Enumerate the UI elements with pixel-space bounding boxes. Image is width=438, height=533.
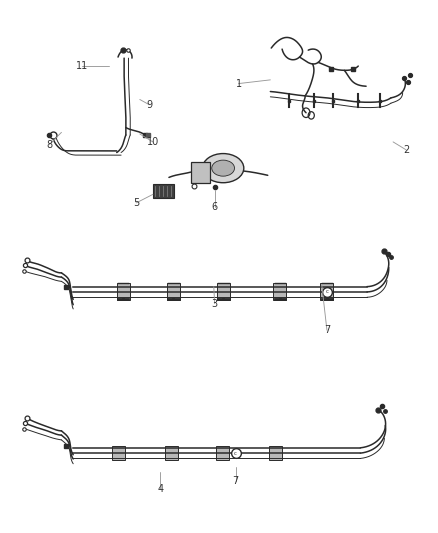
Text: c: c [325,289,328,294]
FancyBboxPatch shape [153,184,174,198]
Text: 3: 3 [212,298,218,309]
Bar [112,446,124,460]
Text: 7: 7 [324,325,330,335]
Bar [117,284,130,301]
Text: 4: 4 [157,484,163,494]
Ellipse shape [202,154,244,183]
Text: 2: 2 [403,145,409,155]
Bar [273,284,286,301]
Text: 11: 11 [76,61,88,71]
Text: 10: 10 [147,137,159,147]
Bar [217,284,230,301]
Bar [165,446,178,460]
Text: 8: 8 [46,140,52,150]
Text: 6: 6 [212,202,218,212]
Text: c: c [234,450,237,456]
Bar [269,446,282,460]
Text: 7: 7 [233,477,239,486]
Text: 9: 9 [146,100,152,110]
Bar [321,284,333,301]
Bar [167,284,180,301]
Text: 5: 5 [133,198,139,208]
Text: 1: 1 [236,78,242,88]
Bar [216,446,229,460]
FancyBboxPatch shape [191,161,210,183]
Ellipse shape [212,160,234,176]
